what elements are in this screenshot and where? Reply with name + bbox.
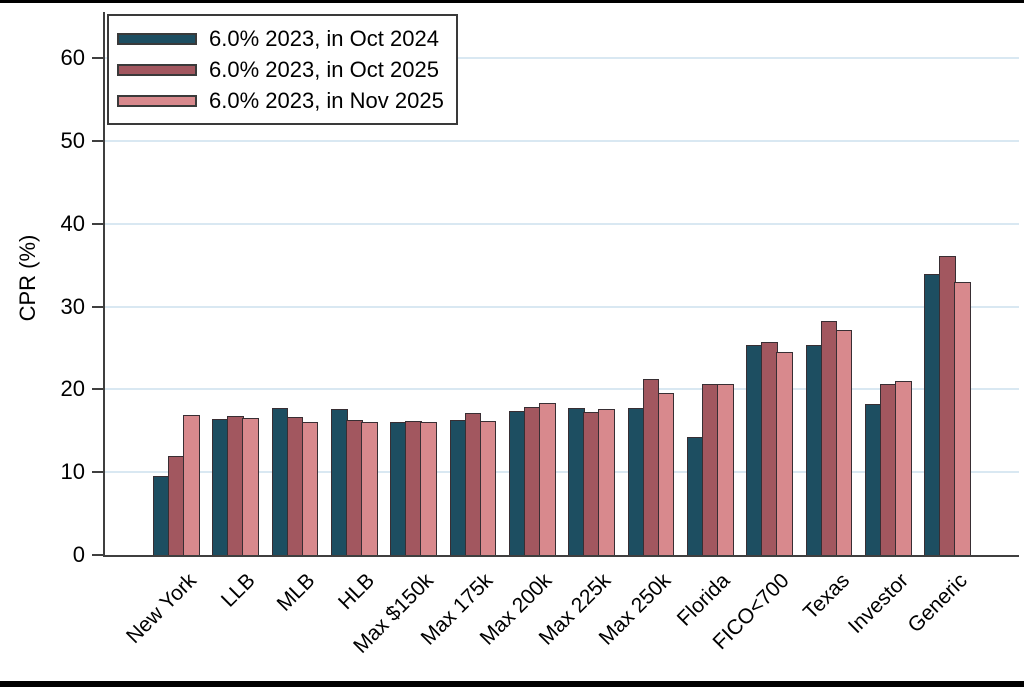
bar-group-texas (805, 320, 853, 555)
x-category-label: Generic (903, 569, 972, 638)
y-tick-label: 40 (60, 210, 85, 236)
bar-group-llb (212, 415, 259, 555)
gridline (105, 57, 1019, 59)
legend-row: 6.0% 2023, in Oct 2025 (117, 54, 444, 85)
bar-group-max-200k (509, 402, 556, 555)
bar (420, 422, 437, 555)
bar-group-hlb (331, 409, 378, 555)
legend-label: 6.0% 2023, in Oct 2024 (209, 25, 439, 51)
bar-group-max-225k (568, 408, 615, 555)
plot-area: 0 10 20 30 40 50 60 New York LLB MLB HLB Max $150k… (61, 12, 1019, 658)
y-tick-mark (92, 388, 103, 391)
y-tick-mark (92, 222, 103, 225)
bar (598, 409, 615, 555)
bar-group-new-york (153, 415, 200, 555)
y-tick-label: 0 (72, 542, 85, 567)
bar-group-fico-700 (746, 342, 793, 555)
gridline (105, 471, 1019, 474)
bottom-border-bar (0, 681, 1024, 687)
bar (954, 281, 971, 555)
bar (776, 352, 793, 555)
gridline (105, 305, 1019, 308)
legend-swatch (117, 63, 197, 76)
bar (895, 381, 912, 555)
legend-row: 6.0% 2023, in Oct 2024 (117, 23, 444, 54)
y-tick-mark (92, 471, 103, 474)
bar (717, 384, 734, 555)
bar-group-florida (687, 383, 734, 555)
x-category-label: LLB (217, 569, 260, 612)
bar-group-max-250k (627, 378, 675, 555)
legend-swatch (117, 94, 197, 107)
bar-group-mlb (271, 408, 319, 555)
x-category-label: Texas (798, 569, 854, 625)
bar (835, 329, 853, 555)
y-tick-mark (92, 554, 103, 556)
bar (242, 418, 259, 555)
x-category-label: HLB (333, 569, 379, 615)
bar-groups-container (105, 12, 1019, 555)
bar (479, 420, 497, 555)
legend-label: 6.0% 2023, in Nov 2025 (209, 87, 444, 113)
legend: 6.0% 2023, in Oct 2024 6.0% 2023, in Oct … (107, 14, 458, 125)
y-tick-label: 60 (60, 45, 85, 70)
bar (657, 392, 675, 555)
bar (361, 422, 378, 555)
y-tick-label: 20 (60, 376, 85, 402)
bar-group-investor (865, 381, 912, 555)
legend-row: 6.0% 2023, in Nov 2025 (117, 85, 444, 116)
bar-group-generic (924, 255, 971, 555)
y-tick-mark (92, 139, 103, 142)
bar (183, 415, 200, 555)
x-category-label: MLB (272, 569, 320, 616)
bar-group-max-150k (390, 420, 437, 555)
legend-label: 6.0% 2023, in Oct 2025 (209, 56, 439, 82)
x-category-label: New York (121, 569, 201, 648)
x-category-label: Investor (843, 569, 913, 639)
y-tick-label: 30 (60, 293, 85, 319)
bar-group-max-175k (449, 413, 497, 555)
y-tick-mark (92, 57, 103, 59)
gridline (105, 222, 1019, 225)
bar (539, 402, 556, 555)
y-tick-label: 50 (60, 127, 85, 153)
y-tick-mark (92, 305, 103, 308)
bar (301, 421, 319, 555)
gridline (105, 139, 1019, 142)
top-border-bar (0, 0, 1024, 3)
legend-swatch (117, 32, 197, 45)
y-tick-label: 10 (60, 459, 85, 485)
gridline (105, 388, 1019, 391)
